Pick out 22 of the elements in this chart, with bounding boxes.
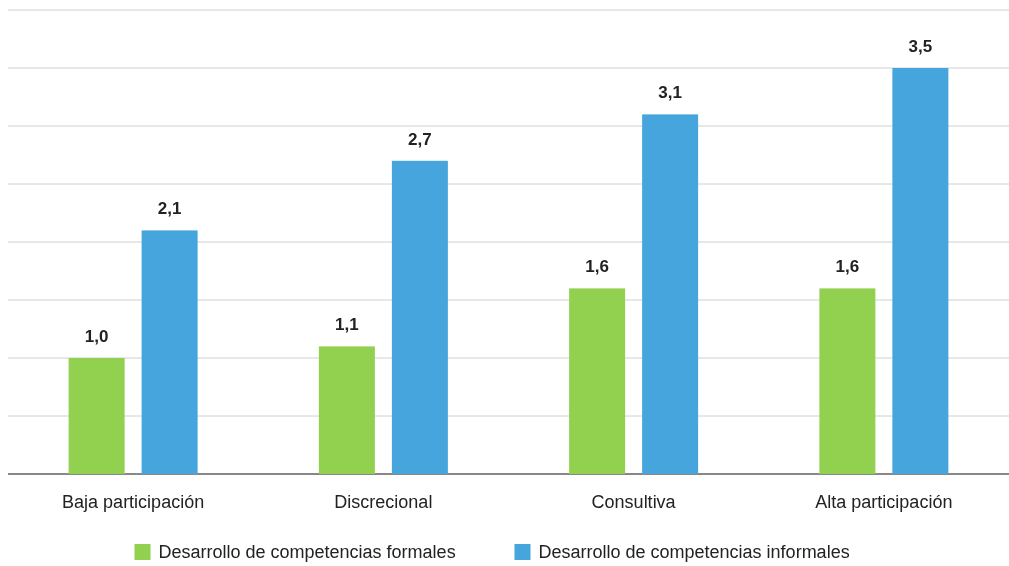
- legend-label: Desarrollo de competencias formales: [158, 542, 456, 562]
- x-tick-label: Discrecional: [334, 492, 433, 512]
- data-label: 3,5: [908, 37, 933, 56]
- data-label: 1,6: [835, 257, 860, 277]
- data-label: 1,0: [84, 327, 109, 346]
- bar: [819, 288, 876, 474]
- data-label: 1,6: [585, 257, 609, 277]
- x-tick-label: Alta participación: [815, 492, 953, 512]
- bar: [318, 346, 375, 474]
- data-label: 1,1: [335, 315, 359, 335]
- bar: [642, 114, 699, 474]
- bar: [569, 288, 626, 474]
- data-label: 3,1: [658, 83, 682, 103]
- x-tick-label: Baja participación: [62, 492, 205, 512]
- legend-label: Desarrollo de competencias informales: [538, 542, 850, 562]
- data-label: 2,1: [157, 199, 182, 219]
- bar: [141, 230, 198, 474]
- bar: [68, 358, 125, 474]
- x-tick-label: Consultiva: [591, 492, 677, 512]
- bar: [892, 68, 949, 474]
- bar: [391, 160, 448, 474]
- data-label: 2,7: [408, 129, 432, 149]
